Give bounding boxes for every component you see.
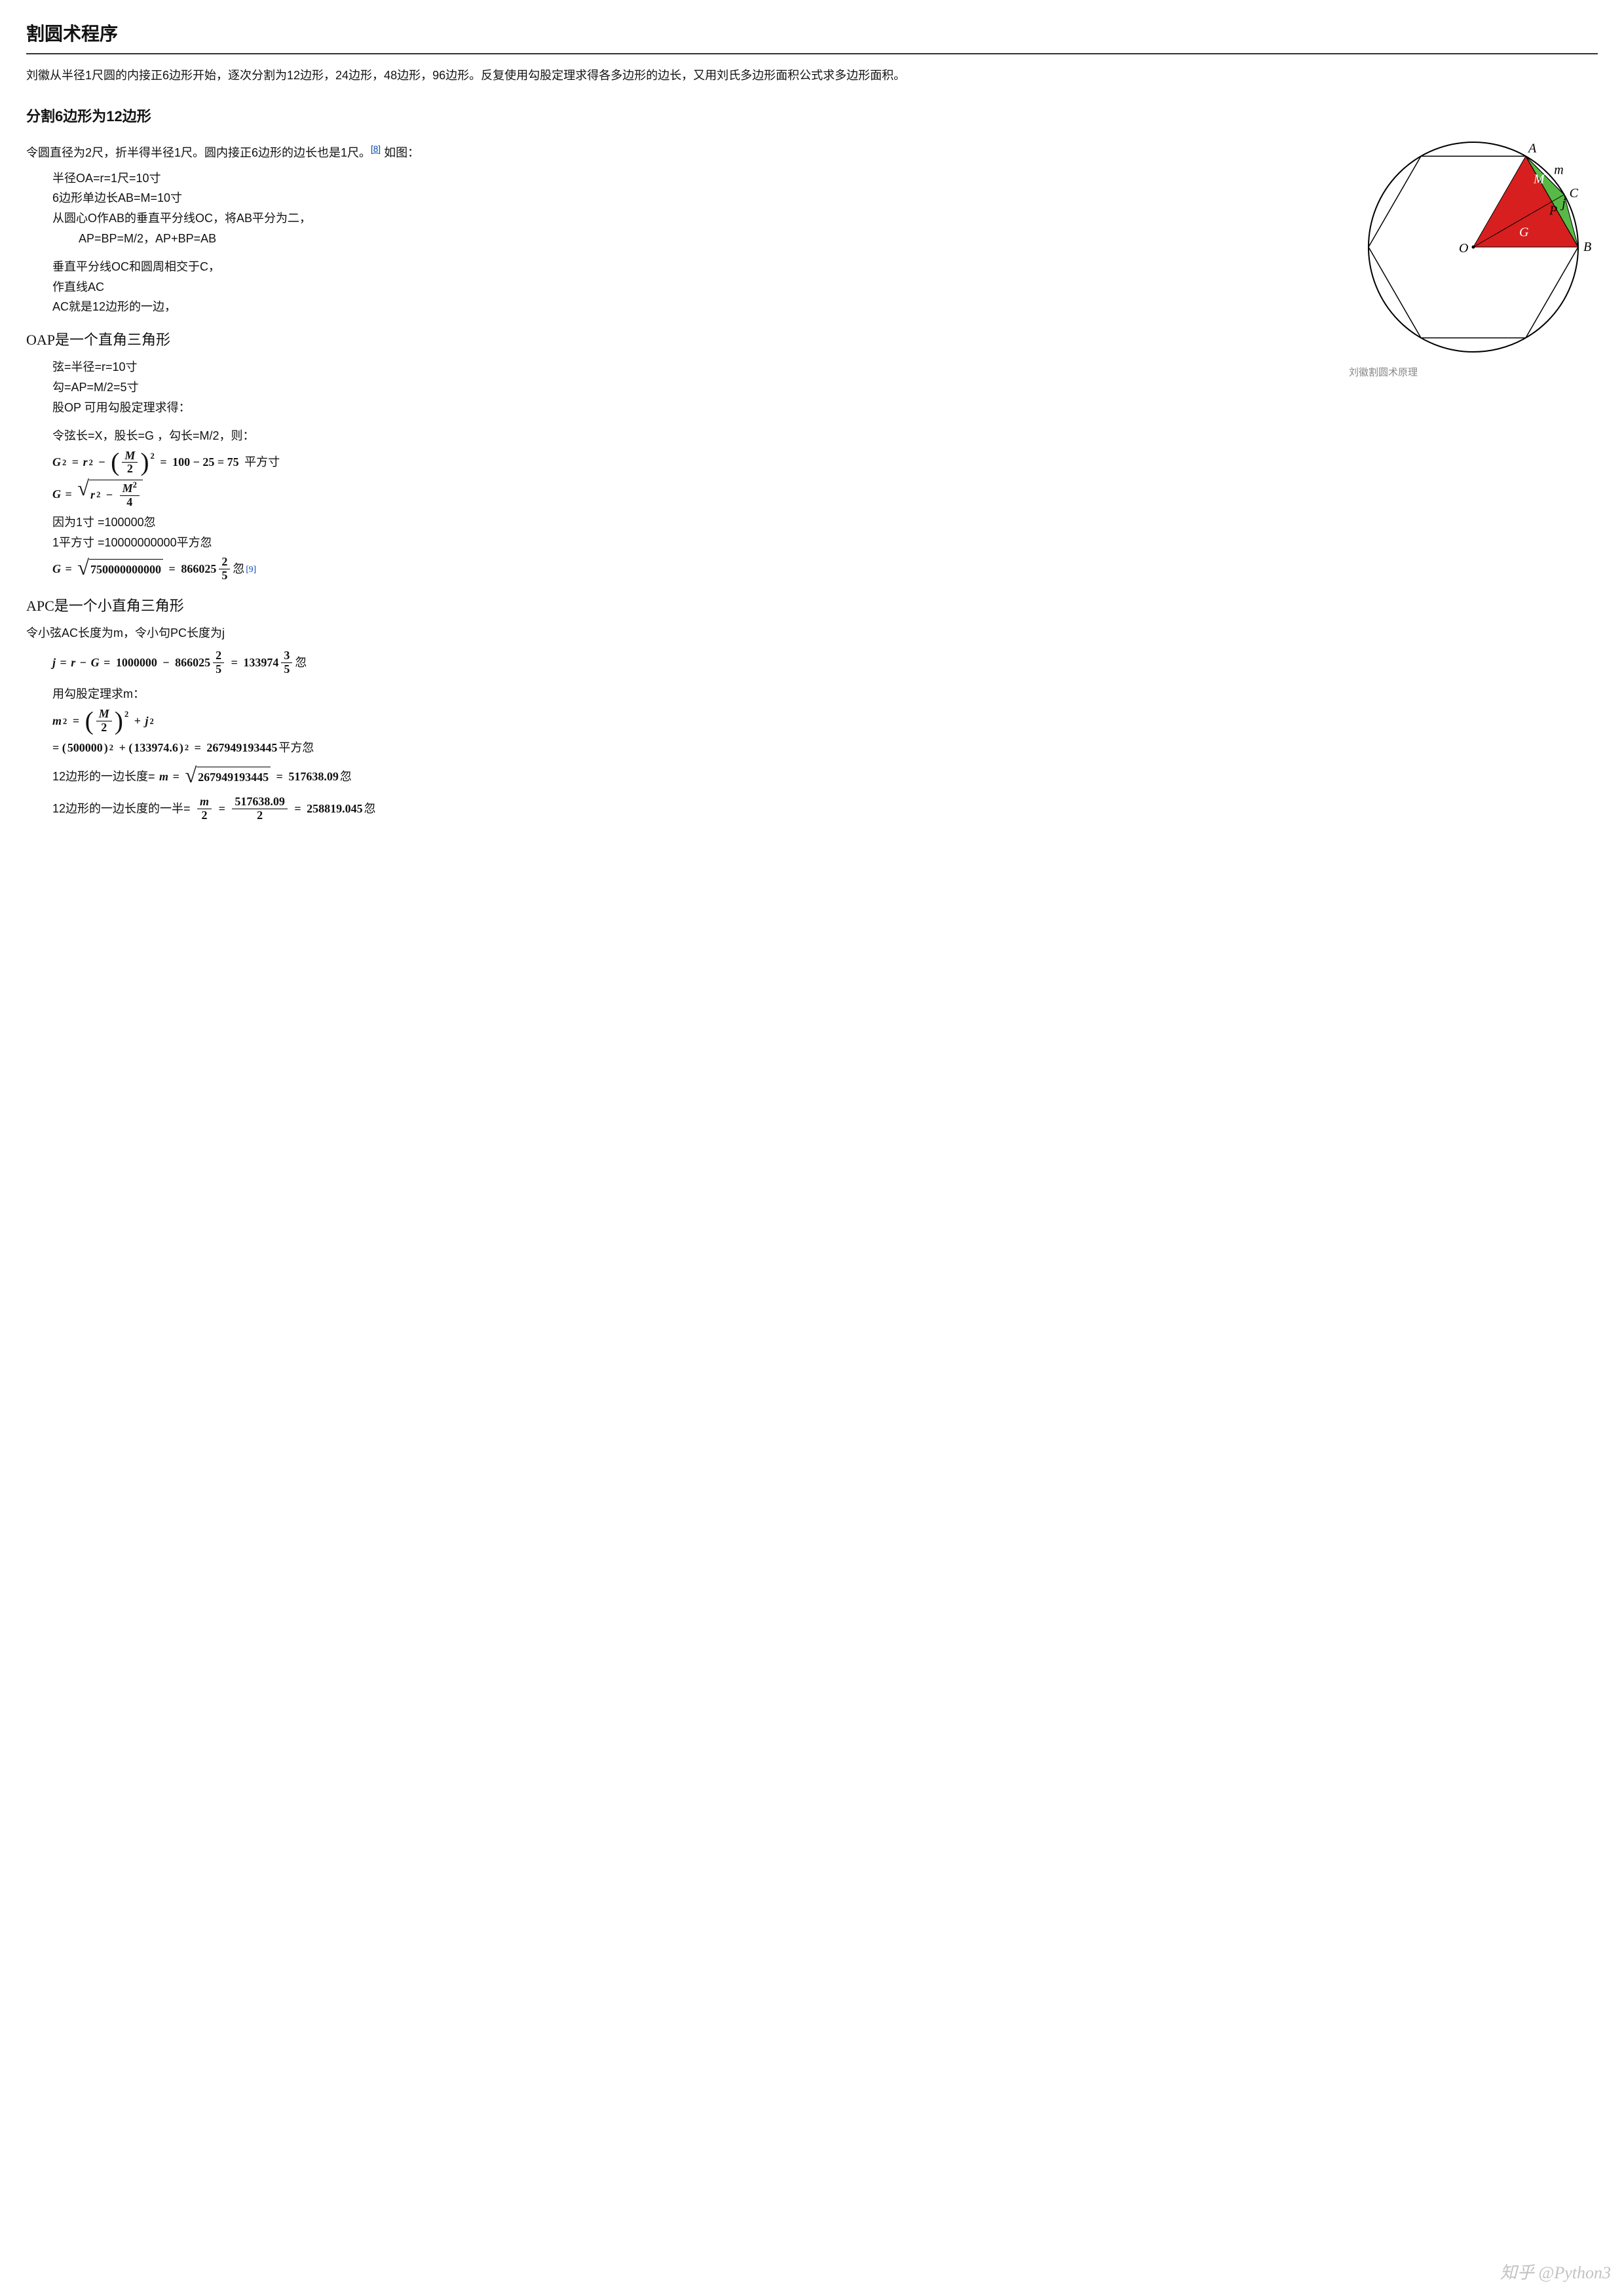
svg-text:r: r [1496, 191, 1501, 206]
svg-text:B: B [1583, 240, 1591, 254]
page-title: 割圆术程序 [26, 20, 1598, 54]
svg-text:P: P [1549, 203, 1557, 218]
equation-m-squared-val: = (500000)2 + (133974.6)2 = 267949193445… [52, 738, 1336, 757]
svg-text:O: O [1459, 241, 1468, 256]
paragraph-apc: 令小弦AC长度为m，令小句PC长度为j [26, 624, 1336, 643]
line-op: 股OP 可用勾股定理求得： [52, 398, 1336, 417]
footnote-9-link[interactable]: [9] [246, 562, 256, 577]
paragraph-diameter: 令圆直径为2尺，折半得半径1尺。圆内接正6边形的边长也是1尺。[8] 如图： [26, 142, 1336, 163]
section-heading: 分割6边形为12边形 [26, 105, 1598, 128]
svg-text:G: G [1519, 225, 1529, 239]
equation-j: j = r − G = 1000000 − 86602525 = 1339743… [52, 649, 1336, 676]
svg-text:M: M [1533, 172, 1545, 186]
line-draw-ac: 作直线AC [52, 278, 1336, 297]
footnote-8-link[interactable]: [8] [371, 144, 381, 154]
line-oa: 半径OA=r=1尺=10寸 [52, 169, 1336, 188]
subheading-apc: APC是一个小直角三角形 [26, 594, 1336, 617]
line-use-pyth: 用勾股定理求m： [52, 685, 1336, 704]
equation-g-root: G = √r2 − M24 [52, 480, 1336, 509]
intro-paragraph: 刘徽从半径1尺圆的内接正6边形开始，逐次分割为12边形，24边形，48边形，96… [26, 66, 1598, 85]
equation-g-squared: G2 = r2 − (M2)2 = 100 − 25 = 75 平方寸 [52, 450, 1336, 476]
diagram-caption: 刘徽割圆术原理 [1349, 365, 1598, 381]
svg-text:m: m [1554, 163, 1563, 177]
svg-text:C: C [1570, 186, 1579, 201]
equation-g-value: G = √750000000000 = 86602525忽[9] [52, 556, 1336, 583]
line-gou: 勾=AP=M/2=5寸 [52, 378, 1336, 397]
equation-m-half: 12边形的一边长度的一半= m2 = 517638.092 = 258819.0… [52, 795, 1336, 822]
line-oc: 从圆心O作AB的垂直平分线OC，将AB平分为二， [52, 209, 1336, 228]
right-column: ABCOPmjrMG 刘徽割圆术原理 [1349, 136, 1598, 381]
subheading-oap: OAP是一个直角三角形 [26, 328, 1336, 351]
line-ac-is-12side: AC就是12边形的一边， [52, 297, 1336, 316]
text: 令圆直径为2尺，折半得半径1尺。圆内接正6边形的边长也是1尺。 [26, 146, 371, 159]
watermark: 知乎 @Python3 [1500, 2259, 1611, 2287]
line-apbp: AP=BP=M/2，AP+BP=AB [79, 229, 1336, 248]
line-let-vars: 令弦长=X，股长=G ，勾长=M/2，则： [52, 427, 1336, 446]
line-ab: 6边形单边长AB=M=10寸 [52, 189, 1336, 208]
text: 如图： [381, 146, 419, 159]
line-xian: 弦=半径=r=10寸 [52, 358, 1336, 377]
left-column: 令圆直径为2尺，折半得半径1尺。圆内接正6边形的边长也是1尺。[8] 如图： 半… [26, 136, 1336, 826]
equation-m-squared: m2 = (M2)2 + j2 [52, 708, 1336, 735]
equation-m-value: 12边形的一边长度= m = √267949193445 = 517638.09… [52, 767, 1336, 787]
line-pfcun: 1平方寸 =10000000000平方忽 [52, 533, 1336, 552]
geometry-diagram: ABCOPmjrMG [1349, 136, 1598, 358]
svg-text:A: A [1527, 141, 1537, 155]
line-oc-meet: 垂直平分线OC和圆周相交于C， [52, 258, 1336, 277]
line-cun: 因为1寸 =100000忽 [52, 513, 1336, 532]
